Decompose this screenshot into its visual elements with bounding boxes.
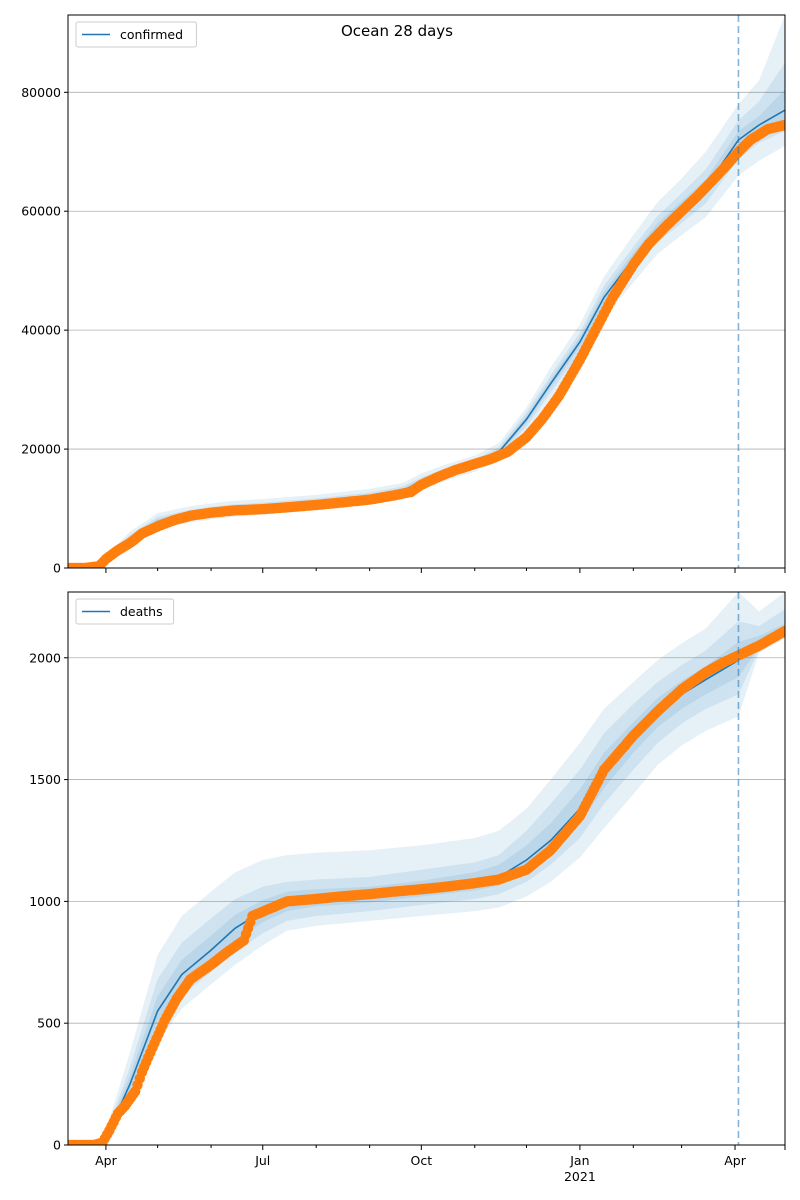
legend-label: confirmed xyxy=(120,27,183,42)
figure-title: Ocean 28 days xyxy=(341,22,453,40)
axes-frame xyxy=(67,14,786,569)
panel-top: 0 20000 40000 60000 80000 confirmed xyxy=(21,14,786,576)
y-tick-label: 0 xyxy=(53,1138,61,1153)
confidence-band-1 xyxy=(68,592,785,1145)
y-tick-label: 0 xyxy=(53,561,61,576)
y-tick-label: 2000 xyxy=(29,650,61,665)
axes-frame xyxy=(67,591,786,1146)
legend-top: confirmed xyxy=(75,21,197,48)
x-tick-sublabel: 2021 xyxy=(564,1169,596,1184)
legend-box xyxy=(75,21,197,48)
plot-area-top xyxy=(68,15,785,568)
x-tick-label: Apr xyxy=(95,1153,117,1168)
observed-series xyxy=(68,119,785,568)
model-line xyxy=(68,109,785,568)
x-tick-label: Oct xyxy=(411,1153,433,1168)
y-tick-label: 80000 xyxy=(21,85,61,100)
legend-bottom: deaths xyxy=(75,598,175,625)
legend-label: deaths xyxy=(120,604,163,619)
y-tick-label: 60000 xyxy=(21,204,61,219)
confidence-band-2 xyxy=(68,609,785,1145)
observed-point xyxy=(779,625,785,637)
confidence-band-2 xyxy=(68,62,785,568)
y-tick-label: 20000 xyxy=(21,442,61,457)
plot-area-bottom xyxy=(68,592,785,1145)
y-tick-label: 1000 xyxy=(29,894,61,909)
observed-point xyxy=(779,119,785,131)
y-tick-label: 1500 xyxy=(29,772,61,787)
x-tick-label: Jan xyxy=(569,1153,589,1168)
y-tick-label: 40000 xyxy=(21,323,61,338)
x-tick-label: Apr xyxy=(724,1153,746,1168)
legend-box xyxy=(75,598,175,625)
x-tick-label: Jul xyxy=(254,1153,270,1168)
y-tick-label: 500 xyxy=(37,1016,61,1031)
confidence-band-3 xyxy=(68,89,785,568)
observed-series xyxy=(68,625,785,1145)
